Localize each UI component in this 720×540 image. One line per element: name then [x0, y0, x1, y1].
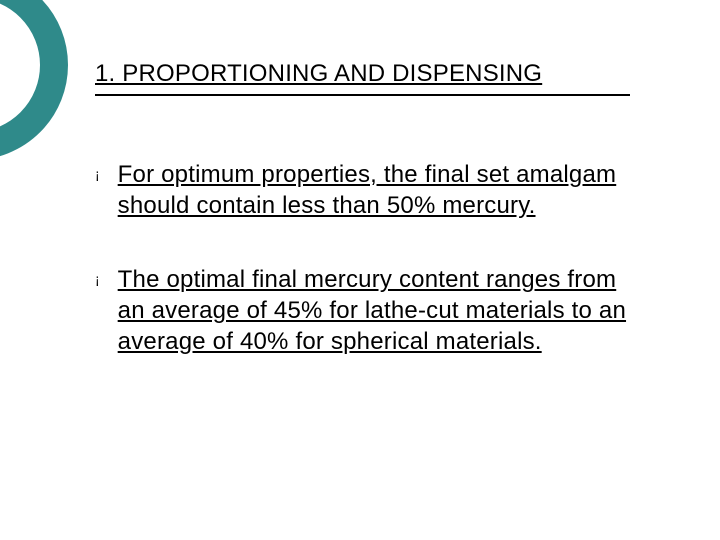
- corner-ring-decoration: [0, 0, 68, 160]
- bullet-text: For optimum properties, the final set am…: [118, 160, 635, 221]
- title-underline-rule: [95, 94, 630, 96]
- bullet-icon: ¡: [95, 272, 100, 286]
- title-block: 1. PROPORTIONING AND DISPENSING: [95, 60, 655, 96]
- bullet-list: ¡ For optimum properties, the final set …: [95, 160, 635, 358]
- list-item: ¡ For optimum properties, the final set …: [95, 160, 635, 221]
- bullet-text: The optimal final mercury content ranges…: [118, 265, 635, 357]
- slide-title: 1. PROPORTIONING AND DISPENSING: [95, 60, 655, 88]
- slide-content: 1. PROPORTIONING AND DISPENSING ¡ For op…: [95, 60, 655, 402]
- list-item: ¡ The optimal final mercury content rang…: [95, 265, 635, 357]
- bullet-icon: ¡: [95, 167, 100, 181]
